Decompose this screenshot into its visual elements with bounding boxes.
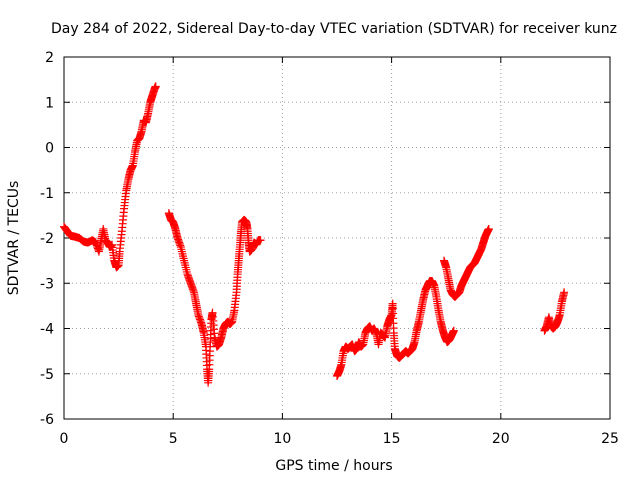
y-axis-label: SDTVAR / TECUs	[6, 181, 22, 296]
y-tick-label: 0	[45, 141, 54, 157]
data-point	[560, 288, 569, 297]
x-axis-label: GPS time / hours	[275, 458, 392, 474]
y-tick-label: -3	[40, 276, 54, 292]
x-tick-label: 10	[273, 431, 291, 447]
y-tick-label: -5	[40, 367, 54, 383]
y-axis-ticks: -6 -5 -4 -3 -2 -1 0 1 2	[40, 50, 610, 428]
x-tick-label: 20	[492, 431, 510, 447]
x-tick-label: 0	[60, 431, 69, 447]
y-tick-label: 1	[45, 95, 54, 111]
data-point	[484, 224, 493, 233]
y-tick-label: 2	[45, 50, 54, 66]
x-tick-label: 25	[601, 431, 619, 447]
chart-title: Day 284 of 2022, Sidereal Day-to-day VTE…	[51, 21, 617, 37]
x-tick-label: 5	[169, 431, 178, 447]
y-tick-label: -2	[40, 231, 54, 247]
data-point	[256, 236, 265, 245]
x-axis-ticks: 0 5 10 15 20 25	[60, 57, 619, 447]
y-tick-label: -1	[40, 186, 54, 202]
data-points	[60, 82, 569, 387]
y-tick-label: -6	[40, 412, 54, 428]
x-tick-label: 15	[383, 431, 401, 447]
grid-lines	[64, 57, 610, 419]
data-point	[449, 326, 458, 335]
data-point	[151, 82, 160, 91]
y-tick-label: -4	[40, 322, 54, 338]
